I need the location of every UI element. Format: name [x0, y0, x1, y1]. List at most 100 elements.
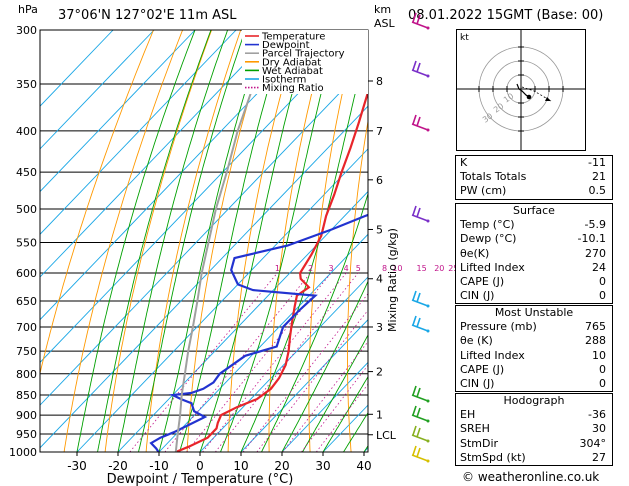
wet-adiabat — [97, 30, 212, 452]
mixing-ratio-label: 1 — [275, 264, 280, 273]
hodograph-title: Hodograph — [503, 394, 565, 407]
plot-frame — [39, 29, 369, 453]
isotherm-line — [76, 148, 368, 452]
hodo-row: EH -36 — [460, 408, 606, 422]
wind-barb-850 — [411, 385, 430, 403]
mu-row: CIN (J) 0 — [460, 377, 606, 391]
index-row: K -11 — [460, 156, 606, 169]
datetime-title: 08.01.2022 15GMT (Base: 00) — [408, 8, 604, 23]
pressure-tick-label: 600 — [16, 267, 37, 280]
surface-row: θe(K) 270 — [460, 246, 606, 260]
mixing-ratio-line — [242, 293, 368, 452]
mixing-ratio-line — [202, 272, 347, 452]
surface-box: Surface Temp (°C) -5.9 Dewp (°C) -10.1 θe(… — [455, 203, 613, 305]
most-unstable-box: Most Unstable Pressure (mb) 765 θe (K) 288… — [455, 305, 613, 393]
indices-top-box: K -11 Totals Totals 21 PW (cm) 0.5 — [455, 155, 613, 200]
wet-adiabat — [76, 30, 196, 452]
pressure-tick-label: 550 — [16, 236, 37, 249]
wind-barb-900 — [411, 405, 430, 423]
hpa-unit: hPa — [18, 3, 38, 16]
km-tick-label: 4 — [376, 273, 383, 286]
wind-barb-700 — [411, 315, 430, 333]
wind-barb-1000 — [411, 445, 430, 463]
dry-adiabat — [186, 30, 271, 452]
mixing-ratio-label: 5 — [356, 264, 361, 273]
dry-adiabat — [104, 30, 213, 452]
pressure-tick-label: 850 — [16, 389, 37, 402]
x-tick-label: -10 — [149, 459, 169, 473]
isotherm-line — [40, 30, 360, 364]
wet-adiabat — [322, 375, 368, 452]
mixing-ratio-label: 25 — [448, 264, 458, 273]
index-row: Totals Totals 21 — [460, 170, 606, 184]
isotherm-line — [40, 30, 319, 321]
wet-adiabat — [199, 30, 311, 452]
wet-adiabat — [281, 280, 368, 452]
mixing-ratio-line — [186, 272, 332, 452]
legend-entry: Dry Adiabat — [262, 57, 321, 68]
dry-adiabat — [145, 30, 242, 452]
legend-entry: Temperature — [261, 32, 325, 43]
hodo-row: StmDir 304° — [460, 436, 606, 450]
pressure-tick-label: 450 — [16, 166, 37, 179]
km-tick-label: 3 — [376, 321, 383, 334]
wet-adiabat — [240, 37, 368, 452]
mixing-ratio-axis-label: Mixing Ratio (g/kg) — [386, 228, 399, 332]
copyright: © weatheronline.co.uk — [462, 470, 600, 484]
pressure-tick-label: 750 — [16, 345, 37, 358]
wet-adiabat — [158, 30, 265, 452]
pressure-tick-label: 800 — [16, 368, 37, 381]
pressure-tick-label: 500 — [16, 203, 37, 216]
most-unstable-title: Most Unstable — [494, 306, 574, 319]
isotherm-line — [40, 105, 368, 449]
km-tick-label: 5 — [376, 223, 383, 236]
surface-row: CAPE (J) 0 — [460, 275, 606, 289]
dry-adiabat — [268, 30, 329, 452]
hodograph-point — [526, 94, 532, 100]
isotherm-line — [40, 30, 196, 193]
pressure-tick-label: 950 — [16, 428, 37, 441]
surface-row: Temp (°C) -5.9 — [460, 218, 606, 232]
mixing-ratio-line — [282, 341, 368, 452]
isotherm-line — [40, 30, 114, 107]
surface-row: Lifted Index 24 — [460, 260, 606, 274]
dry-adiabat — [63, 30, 184, 452]
pressure-tick-label: 1000 — [9, 446, 37, 459]
location-title: 37°06'N 127°02'E 11m ASL — [58, 8, 237, 23]
wet-adiabat — [220, 30, 338, 452]
wind-barb-950 — [411, 425, 430, 443]
isotherm-line — [40, 62, 368, 406]
hodograph-box: Hodograph EH -36 SREH 30 StmDir 304° StmSpd… — [455, 393, 613, 467]
dry-adiabat — [227, 30, 300, 452]
wind-barb-300 — [411, 12, 430, 30]
series-dewpoint — [149, 213, 368, 452]
wind-barbs — [411, 12, 430, 463]
dry-adiabat — [40, 30, 154, 376]
km-unit: km — [374, 3, 392, 16]
mu-row: Lifted Index 10 — [460, 348, 606, 362]
pressure-tick-label: 350 — [16, 78, 37, 91]
km-tick-label: 2 — [376, 366, 383, 379]
pressure-tick-label: 400 — [16, 125, 37, 138]
mixing-ratio-label: 3 — [329, 264, 334, 273]
wind-barb-500 — [411, 205, 430, 223]
isotherm-line — [158, 233, 368, 452]
dry-adiabat — [421, 30, 444, 452]
mixing-ratio-label: 15 — [416, 264, 426, 273]
index-row: PW (cm) 0.5 — [460, 184, 606, 198]
wet-adiabat — [138, 30, 246, 452]
mixing-ratio-label: 20 — [434, 264, 444, 273]
pressure-tick-label: 650 — [16, 295, 37, 308]
surface-row: CIN (J) 0 — [460, 289, 606, 303]
surface-title: Surface — [513, 204, 555, 217]
dry-adiabat — [347, 118, 368, 452]
x-tick-label: 10 — [233, 459, 248, 473]
km-tick-label: LCL — [376, 429, 397, 442]
mu-row: CAPE (J) 0 — [460, 362, 606, 376]
series-temperature — [175, 89, 368, 452]
wet-adiabat — [261, 192, 368, 452]
mixing-ratio-label: 8 — [382, 264, 387, 273]
hodograph-trace — [516, 83, 530, 98]
pressure-tick-label: 900 — [16, 409, 37, 422]
